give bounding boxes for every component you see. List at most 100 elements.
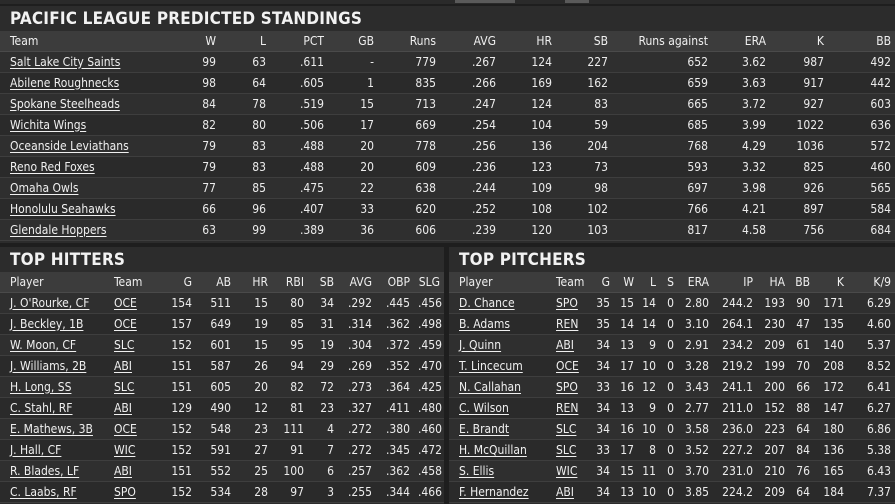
table-row: Spokane Steelheads 84 78.519 15 713.247 124 83… (0, 93, 895, 115)
col-header-l[interactable]: L (220, 31, 270, 52)
col-header-sb[interactable]: SB (308, 272, 338, 293)
team-link[interactable]: SLC (556, 442, 577, 457)
team-link[interactable]: ABI (114, 358, 132, 373)
player-link[interactable]: H. McQuillan (459, 442, 527, 457)
col-header-rbi[interactable]: RBI (272, 272, 308, 293)
player-link[interactable]: H. Long, SS (10, 379, 72, 394)
col-header-era[interactable]: ERA (712, 31, 770, 52)
bb-cell: 572 (828, 135, 895, 157)
team-link[interactable]: SLC (114, 337, 135, 352)
team-link[interactable]: Glendale Hoppers (10, 222, 107, 237)
s-cell: 0 (660, 355, 678, 377)
team-link[interactable]: Oceanside Leviathans (10, 138, 129, 153)
col-header-era[interactable]: ERA (678, 272, 713, 293)
player-link[interactable]: J. Quinn (459, 337, 502, 352)
col-header-runs[interactable]: Runs (378, 31, 440, 52)
col-header-bb[interactable]: BB (828, 31, 895, 52)
col-header-player[interactable]: Player (449, 272, 552, 293)
team-link[interactable]: Reno Red Foxes (10, 159, 95, 174)
player-cell: J. Williams, 2B (0, 355, 110, 377)
player-link[interactable]: D. Chance (459, 295, 515, 310)
player-link[interactable]: N. Callahan (459, 379, 522, 394)
player-link[interactable]: W. Moon, CF (10, 337, 77, 352)
col-header-ab[interactable]: AB (196, 272, 235, 293)
player-link[interactable]: C. Stahl, RF (10, 400, 73, 415)
team-link[interactable]: SLC (556, 421, 577, 436)
col-header-team[interactable]: Team (0, 31, 150, 52)
player-link[interactable]: B. Adams (459, 316, 511, 331)
col-header-avg[interactable]: AVG (338, 272, 376, 293)
col-header-ha[interactable]: HA (757, 272, 789, 293)
team-link[interactable]: OCE (114, 295, 137, 310)
team-link[interactable]: Wichita Wings (10, 117, 87, 132)
col-header-w[interactable]: W (150, 31, 220, 52)
col-header-player[interactable]: Player (0, 272, 110, 293)
team-link[interactable]: SLC (114, 379, 135, 394)
ha-cell: 209 (757, 334, 789, 356)
team-link[interactable]: WIC (556, 463, 578, 478)
col-header-g[interactable]: G (590, 272, 614, 293)
team-link[interactable]: WIC (114, 442, 136, 457)
player-link[interactable]: J. O'Rourke, CF (10, 295, 90, 310)
team-link[interactable]: SPO (556, 379, 578, 394)
top-pitchers-panel: TOP PITCHERS Player Team G W L S ERA IP … (449, 247, 895, 504)
col-header-obp[interactable]: OBP (376, 272, 414, 293)
col-header-slg[interactable]: SLG (414, 272, 444, 293)
player-link[interactable]: E. Mathews, 3B (10, 421, 93, 436)
player-link[interactable]: C. Laabs, RF (10, 484, 77, 499)
player-link[interactable]: F. Hernandez (459, 484, 529, 499)
player-link[interactable]: C. Wilson (459, 400, 509, 415)
hr-cell: 25 (235, 460, 272, 482)
team-link[interactable]: REN (556, 400, 579, 415)
team-link[interactable]: Abilene Roughnecks (10, 75, 120, 90)
col-header-hr[interactable]: HR (235, 272, 272, 293)
col-header-k[interactable]: K (814, 272, 848, 293)
col-header-gb[interactable]: GB (328, 31, 378, 52)
col-header-team[interactable]: Team (552, 272, 590, 293)
col-header-hr[interactable]: HR (500, 31, 556, 52)
player-cell: B. Adams (449, 313, 552, 335)
team-link[interactable]: REN (556, 316, 579, 331)
player-cell: F. Hernandez (449, 481, 552, 503)
col-header-g[interactable]: G (156, 272, 196, 293)
tab-indicator[interactable] (565, 0, 589, 3)
hitters-header-row: Player Team G AB HR RBI SB AVG OBP SLG (0, 272, 444, 293)
team-link[interactable]: OCE (114, 421, 137, 436)
col-header-avg[interactable]: AVG (440, 31, 500, 52)
team-link[interactable]: ABI (556, 337, 574, 352)
col-header-sb[interactable]: SB (556, 31, 612, 52)
team-link[interactable]: OCE (114, 316, 137, 331)
team-link[interactable]: Omaha Owls (10, 180, 79, 195)
team-link[interactable]: OCE (556, 358, 579, 373)
team-link[interactable]: SPO (114, 484, 136, 499)
col-header-runs-against[interactable]: Runs against (612, 31, 712, 52)
tab-indicator[interactable] (455, 0, 515, 3)
team-link[interactable]: Spokane Steelheads (10, 96, 120, 111)
player-link[interactable]: R. Blades, LF (10, 463, 80, 478)
col-header-s[interactable]: S (660, 272, 678, 293)
player-link[interactable]: J. Hall, CF (10, 442, 62, 457)
player-link[interactable]: T. Lincecum (459, 358, 523, 373)
col-header-k9[interactable]: K/9 (848, 272, 895, 293)
col-header-ip[interactable]: IP (713, 272, 757, 293)
pct-cell: .519 (270, 93, 328, 115)
team-link[interactable]: SPO (556, 295, 578, 310)
player-link[interactable]: E. Brandt (459, 421, 510, 436)
team-link[interactable]: ABI (114, 400, 132, 415)
player-link[interactable]: S. Ellis (459, 463, 495, 478)
team-link[interactable]: ABI (556, 484, 574, 499)
col-header-team[interactable]: Team (110, 272, 156, 293)
team-link[interactable]: Salt Lake City Saints (10, 54, 121, 69)
team-link[interactable]: ABI (114, 463, 132, 478)
col-header-l[interactable]: L (638, 272, 660, 293)
top-hitters-panel: TOP HITTERS Player Team G AB HR RBI SB A… (0, 247, 444, 504)
col-header-bb[interactable]: BB (789, 272, 814, 293)
team-link[interactable]: Honolulu Seahawks (10, 201, 116, 216)
col-header-pct[interactable]: PCT (270, 31, 328, 52)
col-header-k[interactable]: K (770, 31, 828, 52)
player-link[interactable]: J. Williams, 2B (10, 358, 87, 373)
col-header-w[interactable]: W (614, 272, 638, 293)
player-link[interactable]: J. Beckley, 1B (10, 316, 84, 331)
runs-cell: 669 (378, 114, 440, 136)
bb-cell: 76 (789, 460, 814, 482)
